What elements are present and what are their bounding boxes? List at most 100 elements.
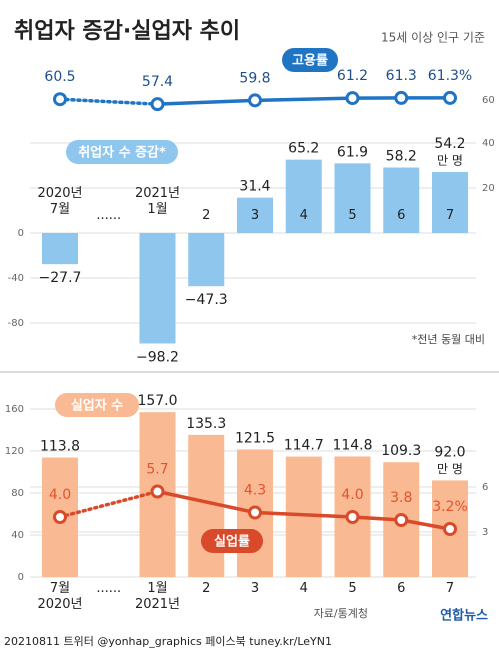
- x-tick-label: 2: [202, 581, 211, 596]
- line-point: [394, 90, 409, 105]
- legend-label: 실업률: [214, 534, 250, 550]
- x-tick-label: 2021년 1월: [134, 186, 181, 217]
- bar: [432, 172, 468, 233]
- line-segment: [254, 96, 353, 103]
- line-segment: [352, 515, 402, 522]
- bar: [285, 159, 322, 233]
- y-tick-label: -80: [8, 318, 24, 329]
- unit-label: 만 명: [437, 462, 463, 476]
- value-label: 61.3%: [428, 68, 472, 84]
- value-label: 92.0: [434, 444, 465, 460]
- legend-badge: [282, 48, 338, 72]
- legend-badge: [66, 140, 178, 164]
- bar: [139, 233, 176, 344]
- value-label: 54.2: [434, 136, 465, 152]
- x-tick-label: 7월 2020년: [37, 581, 83, 612]
- y2-tick-label: 20: [482, 183, 495, 194]
- line-point: [150, 484, 165, 499]
- value-label: 57.4: [142, 74, 173, 90]
- x-tick-label: ......: [96, 208, 122, 223]
- x-tick-label: 3: [250, 208, 260, 223]
- line-point: [248, 505, 262, 520]
- y-tick-label: 0: [18, 572, 24, 583]
- value-label: 121.5: [235, 430, 275, 446]
- value-label: −47.3: [185, 292, 228, 308]
- x-tick-label: ......: [96, 581, 122, 596]
- value-label: 61.2: [337, 68, 368, 84]
- line-segment: [58, 489, 160, 519]
- line-point: [345, 91, 360, 106]
- y-tick-label: 0: [18, 228, 24, 239]
- value-label: 4.0: [341, 487, 363, 503]
- line-point: [53, 92, 67, 107]
- y2-tick-label: 40: [482, 138, 495, 149]
- value-label: 60.5: [44, 69, 75, 85]
- value-label: 61.3: [386, 68, 417, 84]
- footer: 20210811 트위터 @yonhap_graphics 페이스북 tuney…: [4, 635, 332, 648]
- line-point: [443, 90, 457, 105]
- line-point: [150, 97, 165, 112]
- x-tick-label: 5: [348, 208, 357, 223]
- line-point: [248, 93, 262, 108]
- value-label: 3.8: [390, 490, 412, 506]
- x-tick-label: 1월 2021년: [134, 581, 181, 612]
- line-point: [394, 513, 409, 527]
- y-tick-label: -40: [8, 273, 24, 284]
- value-label: 61.9: [337, 144, 368, 160]
- y-tick-label: 40: [11, 530, 24, 541]
- value-label: 114.7: [284, 438, 324, 454]
- y2-tick-label: 3: [482, 527, 488, 538]
- value-label: 4.3: [244, 483, 266, 499]
- y2-tick-label: 60: [482, 95, 495, 106]
- x-tick-label: 6: [397, 208, 406, 223]
- value-label: 59.8: [239, 70, 270, 86]
- bar: [237, 197, 273, 233]
- y-tick-label: 80: [11, 488, 24, 499]
- value-label: 65.2: [288, 141, 319, 157]
- value-label: 4.0: [49, 487, 71, 503]
- y-tick-label: 160: [5, 404, 24, 415]
- unit-label: 만 명: [437, 154, 463, 168]
- title: 취업자 증감·실업자 추이: [14, 19, 240, 44]
- y-tick-label: 120: [5, 446, 24, 457]
- line-segment: [157, 98, 256, 106]
- bar: [188, 233, 225, 287]
- bar: [334, 163, 371, 233]
- legend-label: 취업자 수 증감*: [78, 145, 166, 161]
- note: *전년 동월 대비: [412, 333, 485, 346]
- source: 자료/통계청: [314, 607, 368, 620]
- logo: 연합뉴스: [440, 608, 488, 624]
- line-segment: [58, 97, 160, 106]
- bar: [42, 233, 78, 265]
- x-tick-label: 7: [445, 581, 455, 596]
- line-segment: [254, 510, 353, 519]
- value-label: −27.7: [39, 270, 82, 286]
- y2-tick-label: 6: [482, 482, 488, 493]
- line-point: [345, 510, 360, 524]
- x-tick-label: 2020년 7월: [37, 186, 83, 217]
- subtitle: 15세 이상 인구 기준: [381, 31, 485, 45]
- value-label: 5.7: [146, 462, 168, 478]
- x-tick-label: 5: [348, 581, 357, 596]
- value-label: −98.2: [136, 349, 179, 365]
- value-label: 113.8: [40, 439, 80, 455]
- value-label: 114.8: [332, 437, 372, 453]
- x-tick-label: 2: [202, 208, 211, 223]
- value-label: 58.2: [386, 149, 417, 165]
- line-segment: [157, 489, 256, 515]
- bar: [383, 167, 420, 233]
- legend-badge: [201, 529, 263, 553]
- value-label: 31.4: [239, 179, 270, 195]
- x-tick-label: 3: [250, 581, 260, 596]
- value-label: 135.3: [186, 416, 226, 432]
- legend-label: 고용률: [292, 53, 328, 69]
- x-tick-label: 4: [299, 581, 308, 596]
- line-segment: [400, 518, 451, 531]
- legend-label: 실업자 수: [71, 398, 123, 414]
- x-tick-label: 6: [397, 581, 406, 596]
- legend-badge: [55, 393, 139, 417]
- value-label: 3.2%: [432, 499, 468, 515]
- line-point: [53, 510, 67, 524]
- value-label: 157.0: [137, 393, 177, 409]
